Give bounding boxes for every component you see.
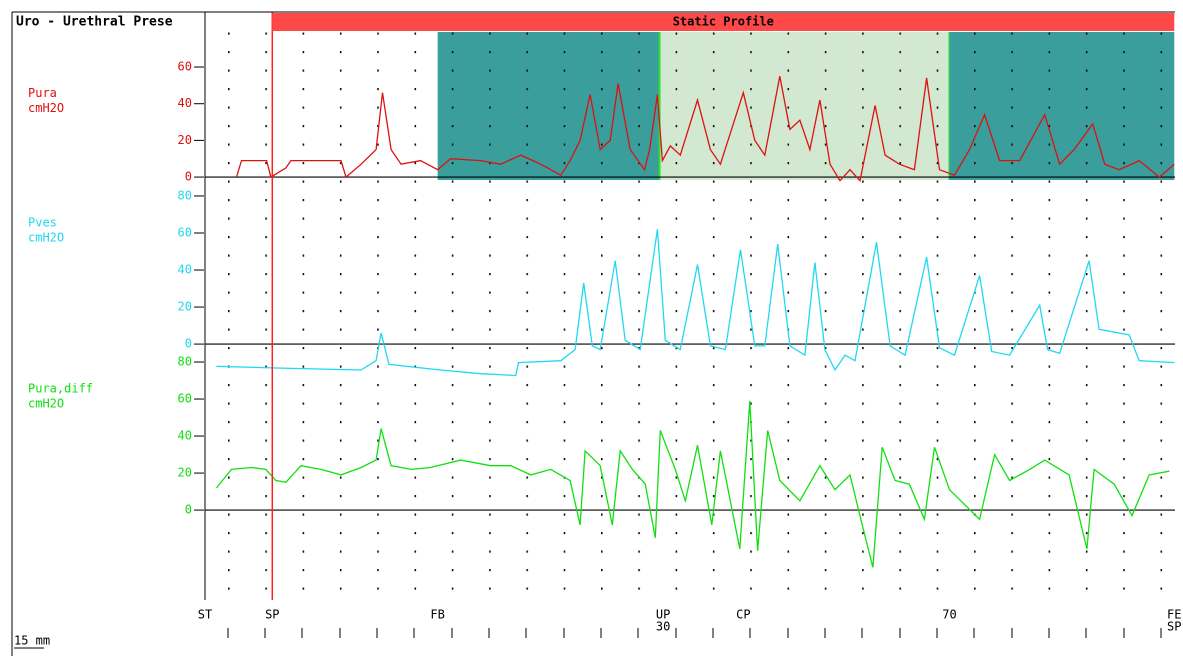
y-tick-label: 20 bbox=[178, 300, 192, 314]
event-label: ST bbox=[198, 608, 212, 622]
banner-bar bbox=[272, 13, 1175, 31]
y-tick-label: 80 bbox=[178, 188, 192, 202]
event-label: CP bbox=[736, 608, 750, 622]
banner-label: Static Profile bbox=[673, 15, 774, 29]
trace bbox=[215, 400, 1170, 568]
event-label: FE bbox=[1167, 608, 1181, 622]
y-tick-label: 20 bbox=[178, 133, 192, 147]
x-tick-label: 30 bbox=[656, 620, 670, 634]
event-label: SP bbox=[265, 608, 279, 622]
scale-ticks bbox=[227, 628, 1162, 638]
y-tick-label: 60 bbox=[178, 60, 192, 74]
event-label: FB bbox=[430, 608, 444, 622]
y-tick-label: 20 bbox=[178, 466, 192, 480]
y-tick-label: 80 bbox=[178, 355, 192, 369]
y-tick-label: 0 bbox=[185, 503, 192, 517]
y-tick-label: 0 bbox=[185, 337, 192, 351]
y-tick-label: 40 bbox=[178, 429, 192, 443]
trace bbox=[216, 229, 1175, 377]
channel-label: Pura bbox=[28, 86, 57, 100]
x-tick-label: 70 bbox=[942, 608, 956, 622]
header-title: Uro - Urethral Prese bbox=[16, 15, 173, 30]
channel-label: Pura,diff bbox=[28, 382, 93, 396]
y-tick-label: 60 bbox=[178, 392, 192, 406]
plots: PuracmH2O0204060PvescmH2O020406080Pura,d… bbox=[28, 12, 1182, 634]
channel-unit: cmH2O bbox=[28, 397, 64, 411]
y-tick-label: 40 bbox=[178, 263, 192, 277]
channel-unit: cmH2O bbox=[28, 101, 64, 115]
channel-label: Pves bbox=[28, 215, 57, 229]
event-label: SP bbox=[1167, 620, 1181, 634]
channel-unit: cmH2O bbox=[28, 230, 64, 244]
banner: Static Profile bbox=[272, 13, 1175, 31]
scale-label: 15 mm bbox=[14, 634, 50, 648]
y-tick-label: 60 bbox=[178, 225, 192, 239]
dot-grid bbox=[206, 32, 1175, 600]
trace bbox=[235, 76, 1175, 183]
event-label: UP bbox=[656, 608, 670, 622]
y-tick-label: 40 bbox=[178, 96, 192, 110]
y-tick-label: 0 bbox=[185, 170, 192, 184]
